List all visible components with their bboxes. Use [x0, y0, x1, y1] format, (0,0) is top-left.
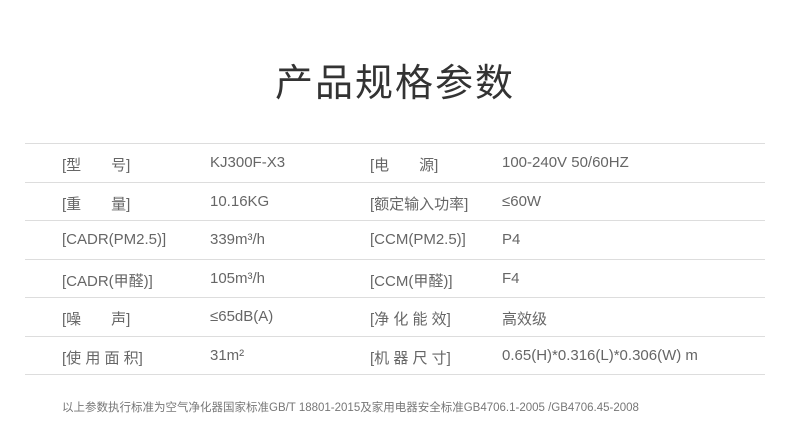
spec-label: [使 用 面 积] [62, 349, 143, 367]
spec-value: KJ300F-X3 [210, 154, 286, 171]
spec-value: 105m³/h [210, 269, 266, 287]
spec-value: 0.65(H)*0.316(L)*0.306(W) m [502, 346, 698, 364]
table-row: [使 用 面 积] 31m² [机 器 尺 寸] 0.65(H)*0.316(L… [25, 337, 765, 375]
spec-value: 31m² [210, 346, 245, 364]
spec-label: [机 器 尺 寸] [370, 349, 451, 367]
spec-label: [噪 声] [62, 311, 131, 328]
table-row: [型 号] KJ300F-X3 [电 源] 100-240V 50/60HZ [25, 144, 765, 183]
spec-value: 10.16KG [210, 192, 270, 210]
spec-label: [净 化 能 效] [370, 311, 451, 328]
page-title: 产品规格参数 [274, 63, 515, 105]
table-row: [CADR(甲醛)] 105m³/h [CCM(甲醛)] F4 [25, 260, 765, 298]
spec-label: [CCM(甲醛)] [370, 272, 453, 290]
spec-value: F4 [502, 269, 520, 287]
spec-label: [CADR(PM2.5)] [62, 231, 167, 248]
spec-label: [型 号] [62, 157, 131, 174]
table-row: [噪 声] ≤65dB(A) [净 化 能 效] 高效级 [25, 298, 765, 337]
spec-value: ≤65dB(A) [210, 308, 274, 325]
spec-label: [CCM(PM2.5)] [370, 231, 466, 248]
spec-value: 339m³/h [210, 231, 266, 248]
table-row: [CADR(PM2.5)] 339m³/h [CCM(PM2.5)] P4 [25, 221, 765, 260]
spec-label: [额定输入功率] [370, 195, 469, 213]
table-row: [重 量] 10.16KG [额定输入功率] ≤60W [25, 183, 765, 221]
standards-footnote: 以上参数执行标准为空气净化器国家标准GB/T 18801-2015及家用电器安全… [62, 402, 639, 414]
spec-label: [重 量] [62, 195, 131, 213]
spec-value: ≤60W [502, 192, 542, 210]
spec-value: 100-240V 50/60HZ [502, 154, 629, 171]
spec-label: [电 源] [370, 157, 439, 174]
spec-value: P4 [502, 231, 521, 248]
spec-table: [型 号] KJ300F-X3 [电 源] 100-240V 50/60HZ [… [25, 143, 765, 375]
spec-value: 高效级 [502, 311, 548, 328]
spec-label: [CADR(甲醛)] [62, 272, 153, 290]
